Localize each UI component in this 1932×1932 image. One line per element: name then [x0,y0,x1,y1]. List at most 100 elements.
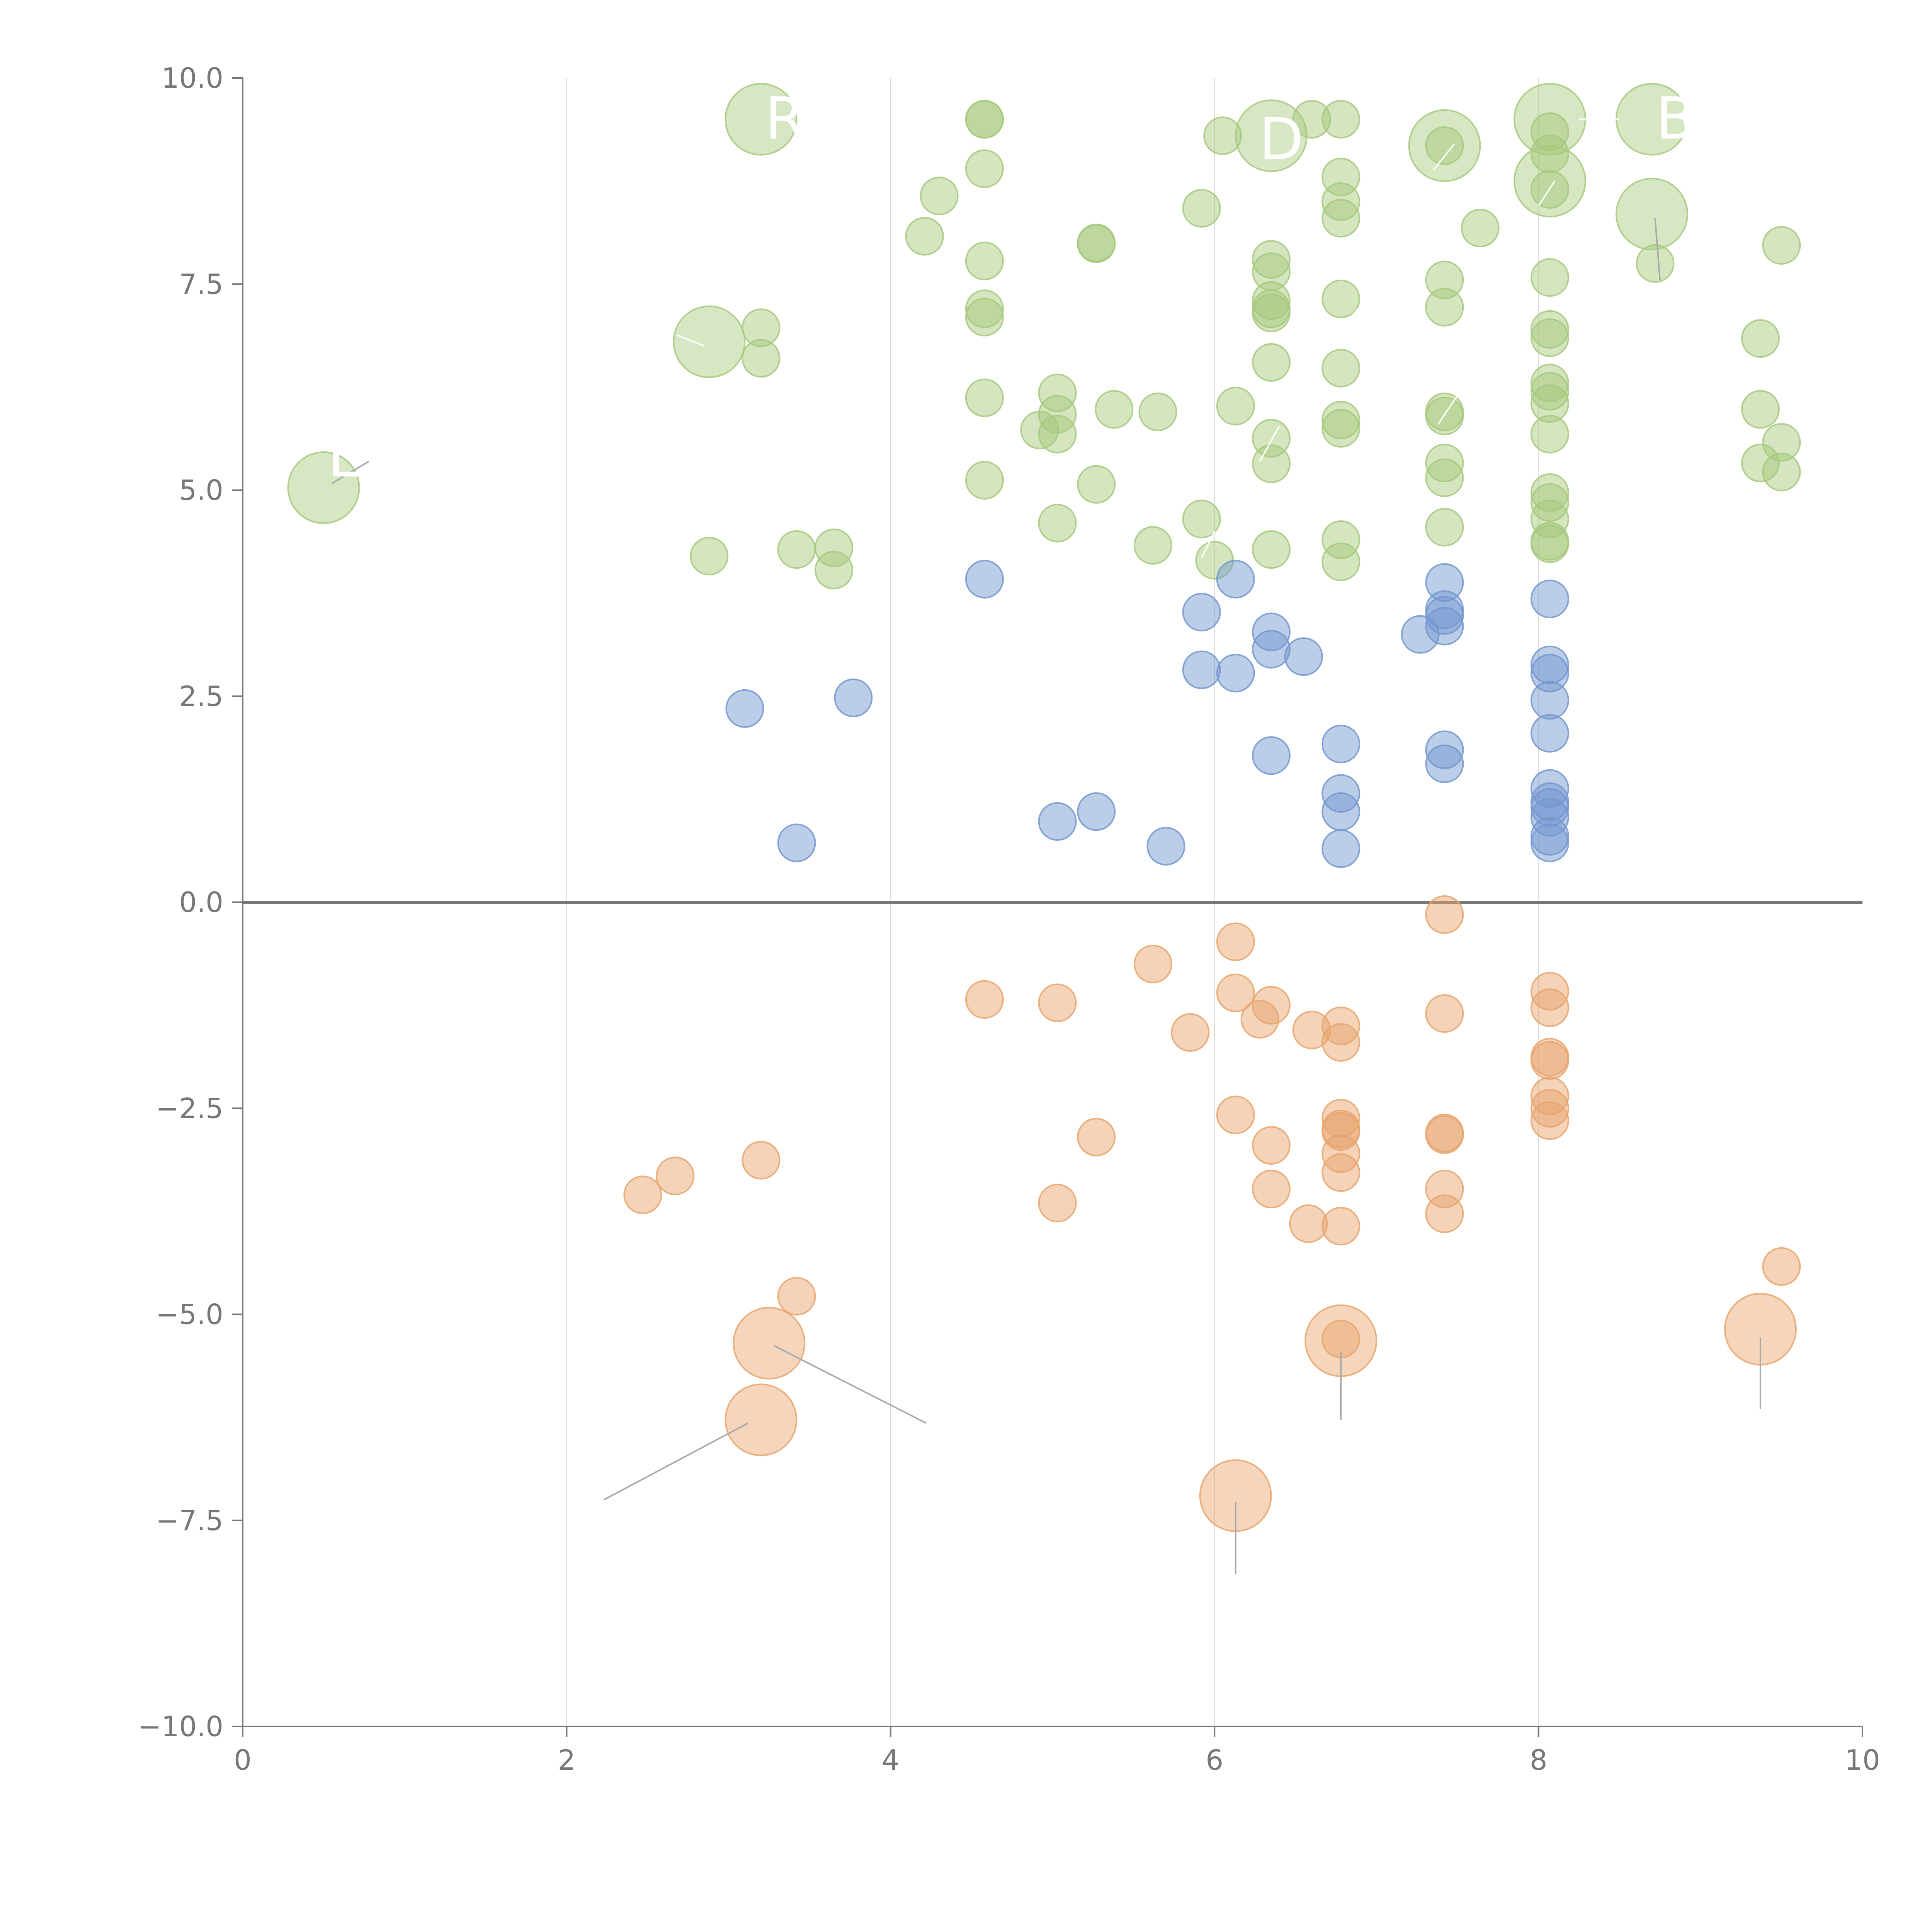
orange-point [1321,1153,1361,1192]
orange-point [1216,922,1255,961]
y-tick-label: 5.0 [179,474,223,507]
green-point [1530,318,1569,357]
green-point [965,461,1004,500]
green-point [1252,293,1291,332]
green-point [965,378,1004,417]
orange-point [733,1307,806,1380]
green-point [1530,372,1569,411]
blue-point [1530,788,1569,827]
blue-point [1182,650,1221,689]
green-point [1762,423,1801,462]
green-point [1530,384,1569,423]
orange-point [1321,1207,1361,1246]
green-point [1321,543,1361,582]
green-point [1513,145,1586,218]
orange-point [1292,1010,1331,1049]
blue-point [1077,792,1116,831]
green-point [1235,99,1308,172]
orange-point [1171,1013,1210,1052]
tick-labels: 10.0 7.5 5.0 2.5 0.0 −2.5 −5.0 −7.5 −10.0 0 2 4 6 8 10 [138,62,1880,1776]
green-point [1252,281,1291,320]
green-point [1138,392,1177,431]
blue-point [1530,782,1569,821]
green-point [1425,458,1464,497]
leader-line [676,334,705,347]
blue-point [1216,560,1255,599]
x-tick-label: 4 [882,1744,900,1776]
y-tick-label: −2.5 [156,1092,223,1124]
leader-line [1201,531,1215,558]
leader-line [1437,395,1458,425]
orange-point [1530,1089,1569,1128]
green-point [965,289,1004,328]
green-point [1321,409,1361,448]
orange-point [1530,988,1569,1027]
x-tick-label: 6 [1206,1744,1223,1776]
blue-point [725,689,764,728]
orange-point [742,1141,781,1180]
green-point [965,242,1004,281]
leader-line [774,1345,927,1424]
leader-line [603,1422,748,1501]
green-point [1461,209,1500,248]
callout-label: R [765,85,805,153]
orange-point [1425,1115,1464,1154]
green-point [1321,100,1361,139]
green-point [1425,260,1464,299]
axes [232,77,1863,1737]
green-point [1020,410,1059,449]
blue-point [1530,823,1569,862]
green-point [1182,500,1221,539]
x-tick-label: 10 [1845,1744,1880,1776]
blue-point [1284,637,1323,676]
blue-point [1425,563,1464,602]
orange-point [656,1156,695,1196]
orange-point [1252,1126,1291,1165]
green-point [920,177,959,216]
green-point [1530,364,1569,403]
orange-point [1530,972,1569,1011]
orange-point [1762,1247,1801,1286]
y-tick-label: 2.5 [179,680,223,713]
blue-point [1530,654,1569,693]
green-point [742,308,781,347]
orange-point [1530,1041,1569,1080]
x-tick-label: 8 [1530,1744,1548,1776]
green-point [1077,465,1116,504]
green-point [905,217,944,256]
blue-point [1530,645,1569,684]
green-point [1252,444,1291,483]
blue-point [777,823,816,862]
green-point [1530,310,1569,349]
blue-point [1252,736,1291,775]
green-point [1321,520,1361,559]
green-point [287,451,360,524]
green-point [1038,503,1077,543]
green-point [1425,444,1464,483]
blue-point [1530,714,1569,753]
orange-point [1425,1194,1464,1233]
orange-point [1321,1099,1361,1138]
orange-point [965,980,1004,1019]
green-point [1741,444,1780,483]
callout-label: B [1656,85,1696,153]
green-point [1762,226,1801,265]
x-tick-label: 2 [558,1744,575,1776]
y-tick-label: −5.0 [156,1298,223,1331]
leader-line [1347,300,1366,322]
leader-lines [331,118,1761,1574]
blue-point [1321,829,1361,868]
blue-point [1530,681,1569,720]
orange-point [1289,1204,1328,1243]
green-point [965,298,1004,337]
orange-point [724,1383,798,1456]
callout-label: C [1680,85,1721,153]
green-point [1252,240,1291,279]
data-points [287,83,1801,1532]
orange-point [1038,983,1077,1022]
blue-point [1146,827,1185,866]
green-point [1203,116,1242,155]
green-point [1408,109,1481,182]
orange-point [1240,1000,1279,1039]
